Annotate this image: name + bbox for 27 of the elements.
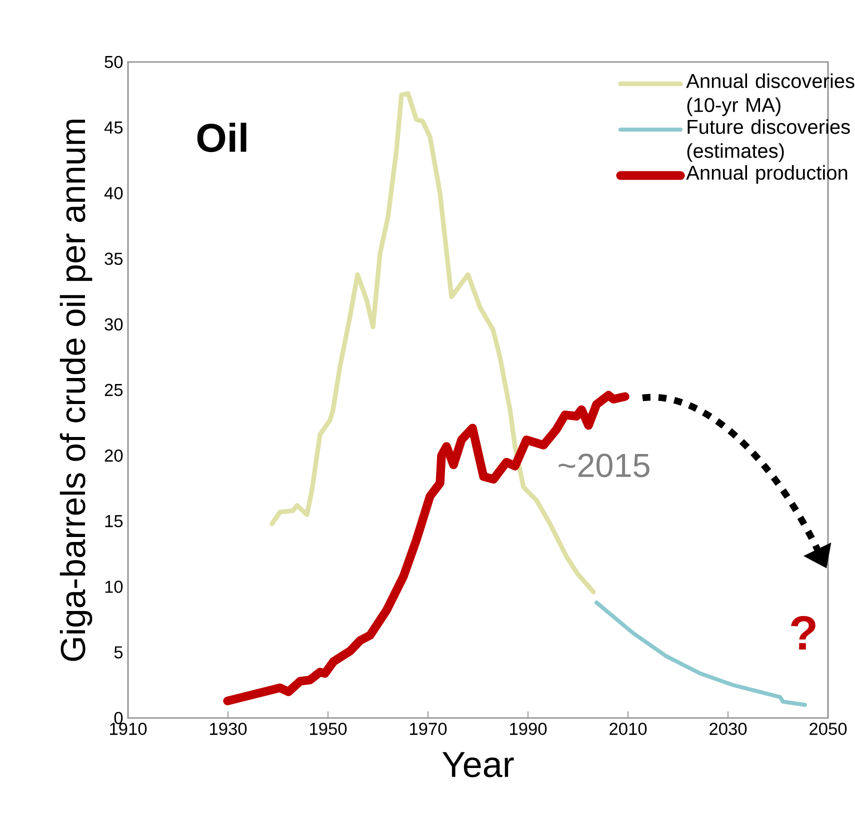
x-tick-label: 1950	[310, 722, 347, 735]
y-tick-label: 40	[104, 187, 123, 200]
x-tick-label: 1970	[410, 722, 447, 735]
y-tick-label: 20	[104, 449, 123, 462]
y-tick-label: 30	[104, 318, 123, 331]
x-tick-label: 2050	[810, 722, 847, 735]
y-axis-title: Giga-barrels of crude oil per annum	[60, 120, 92, 661]
y-tick-label: 5	[114, 646, 123, 658]
y-tick-label: 15	[105, 515, 123, 528]
legend-label: Annual discoveries (10-yr MA)	[686, 73, 854, 116]
x-tick-label: 1910	[110, 722, 147, 735]
annotation: ~2015	[558, 454, 650, 478]
legend-label: Annual production	[686, 165, 848, 184]
legend-label: Future discoveries (estimates)	[687, 119, 850, 162]
y-tick-label: 0	[114, 712, 123, 724]
x-tick-label: 1990	[510, 722, 547, 735]
y-tick-label: 25	[104, 384, 123, 396]
x-tick-label: 2030	[710, 722, 747, 735]
annotation: ?	[791, 616, 816, 650]
y-tick-label: 35	[104, 252, 123, 265]
y-tick-label: 50	[104, 56, 123, 68]
x-axis-title: Year	[442, 752, 514, 778]
y-tick-label: 10	[105, 580, 123, 593]
x-tick-label: 1930	[210, 722, 247, 735]
x-tick-label: 2010	[610, 722, 647, 735]
y-tick-label: 45	[104, 122, 123, 134]
text: Oil	[197, 122, 246, 152]
